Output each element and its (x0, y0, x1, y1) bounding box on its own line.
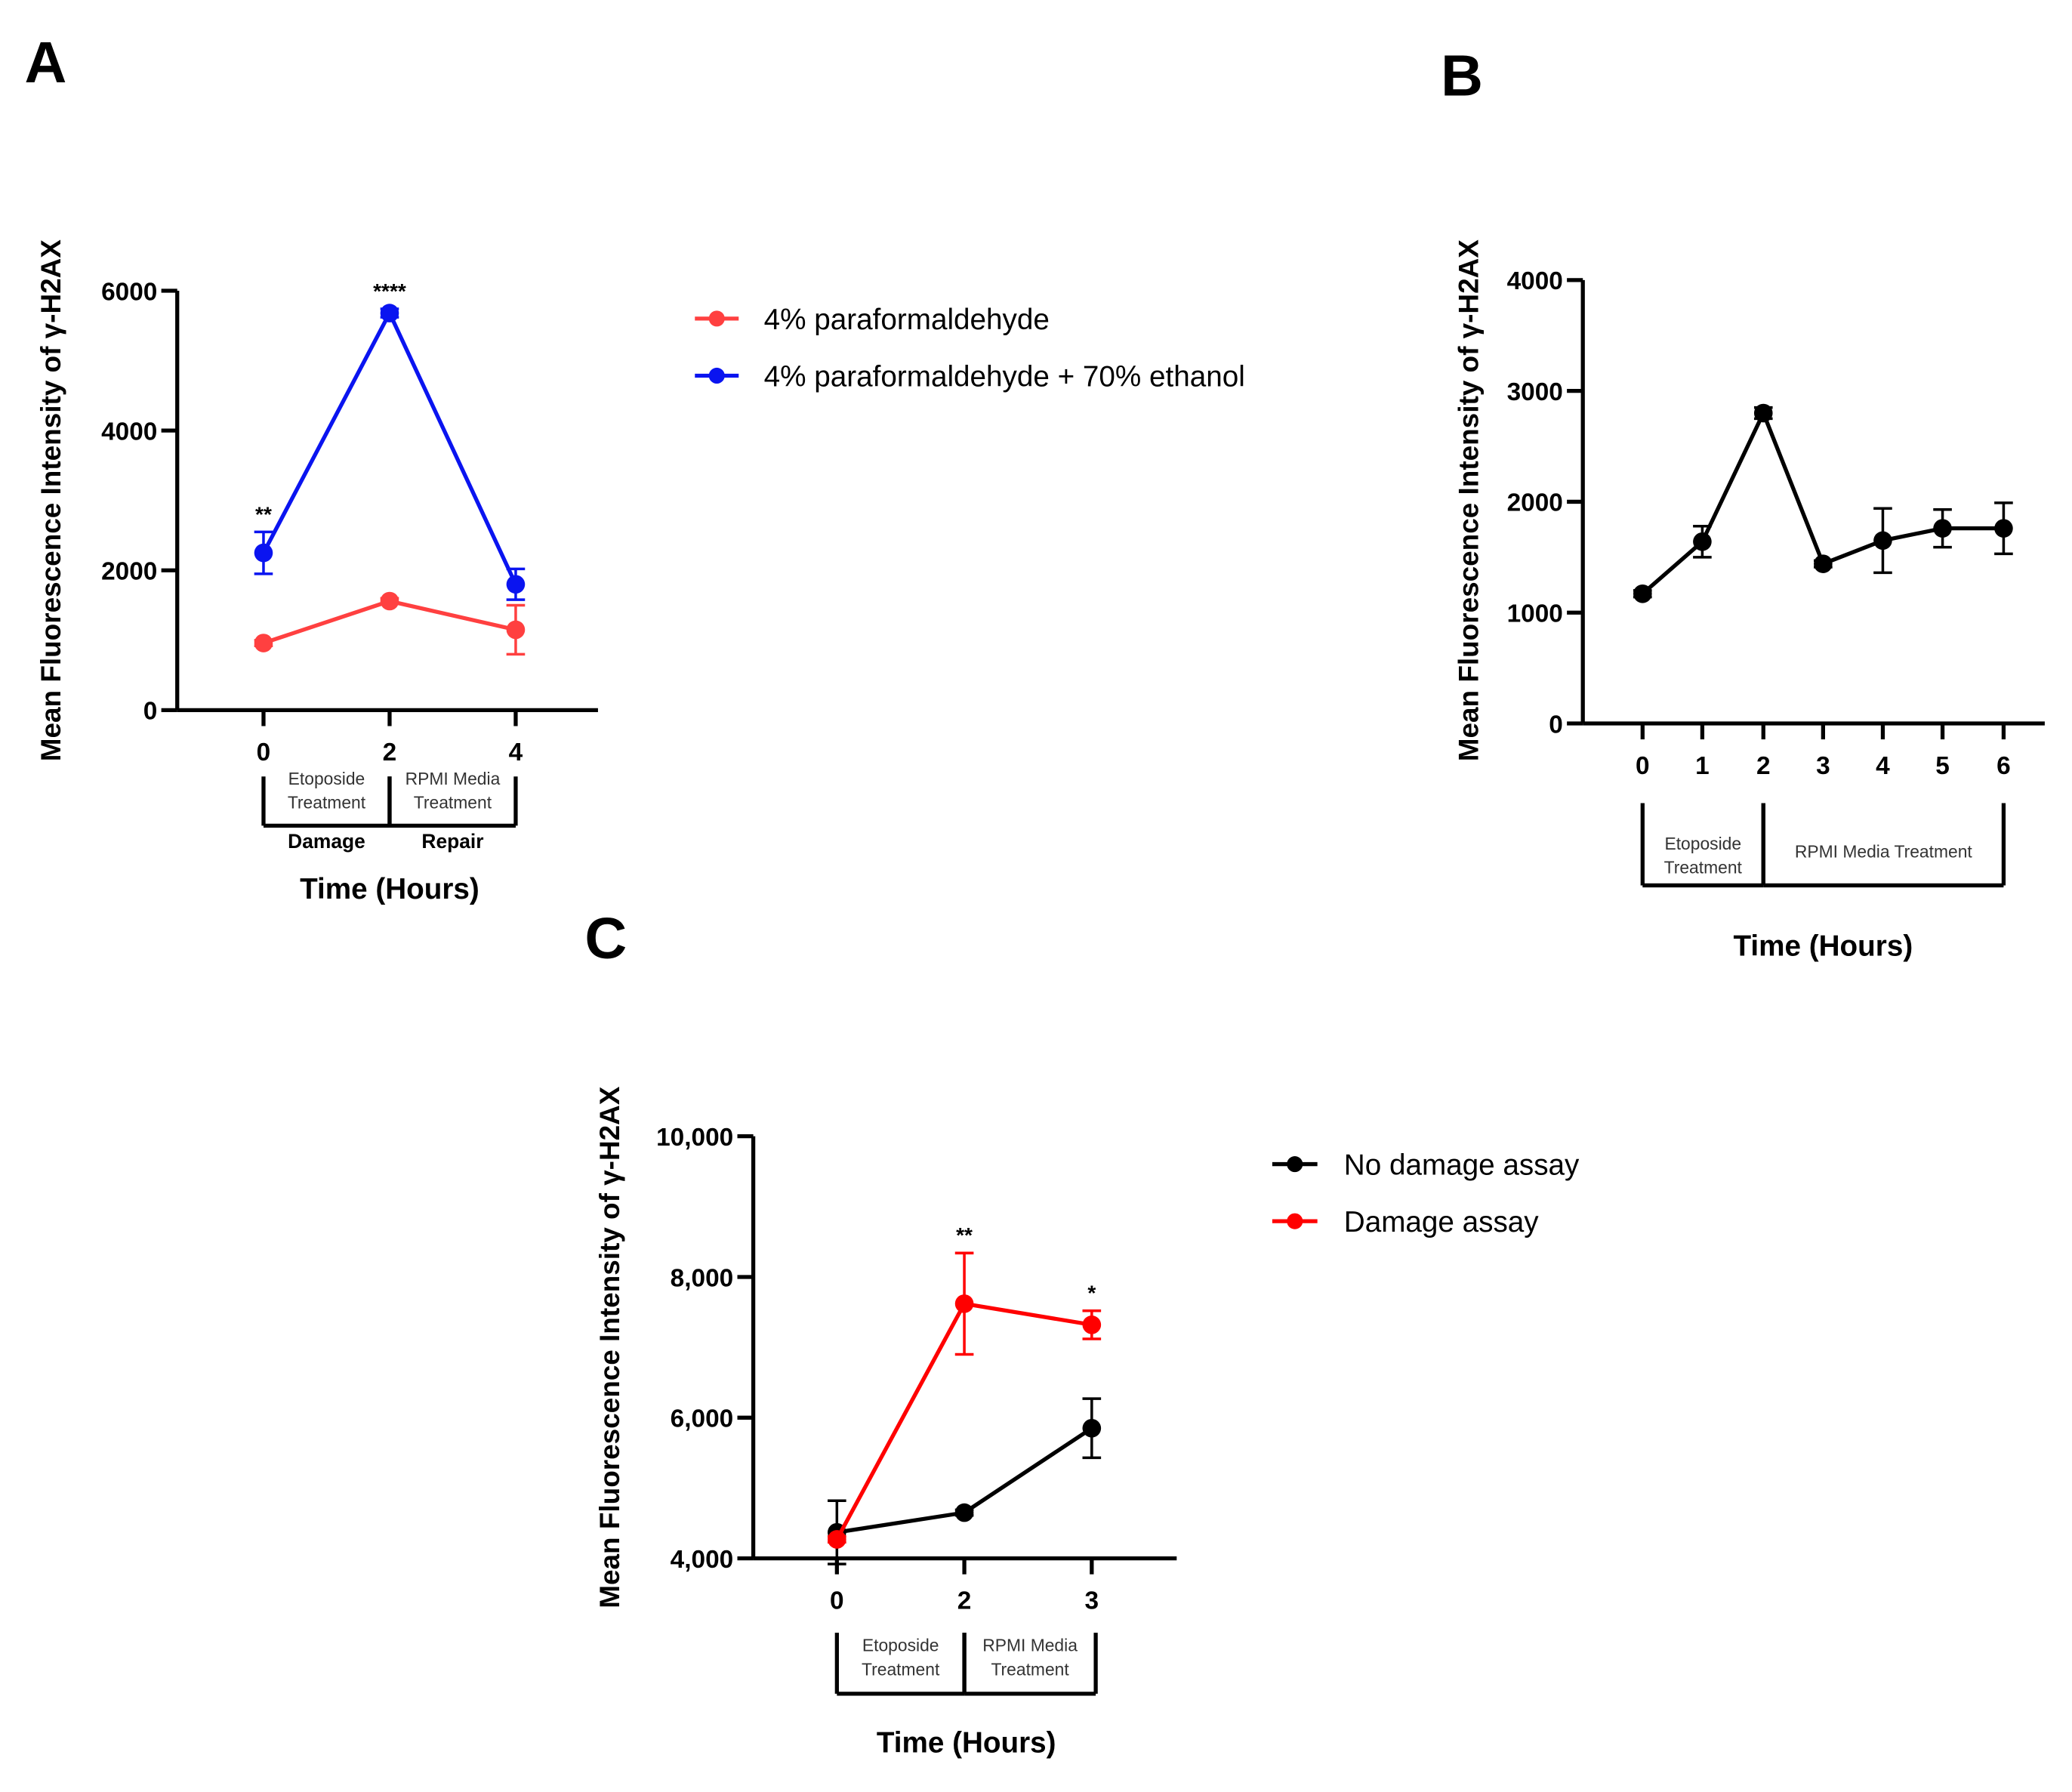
series-line (261, 308, 518, 585)
y-tick-label: 4,000 (671, 1546, 734, 1574)
legend-marker (708, 367, 725, 384)
x-tick-label: 0 (830, 1587, 844, 1615)
data-point (1753, 403, 1773, 423)
data-point (254, 634, 273, 652)
bracket-label: Etoposide Treatment (1664, 834, 1743, 877)
x-tick-label: 2 (957, 1587, 972, 1615)
series-1 (828, 1251, 1102, 1549)
x-tick-label: 5 (1935, 752, 1950, 780)
legend-label: No damage assay (1344, 1149, 1580, 1182)
panel-c: C 4,000 6,000 8,000 10,000 0 2 3 Mean Fluorescen… (584, 906, 1580, 1759)
y-tick-label: 0 (1549, 711, 1563, 739)
x-tick-label: 2 (1756, 752, 1771, 780)
legend-marker (1287, 1213, 1303, 1229)
x-tick-label: 3 (1085, 1587, 1099, 1615)
y-tick-label: 8,000 (671, 1264, 734, 1292)
bracket-label: RPMI Media Treatment (982, 1636, 1078, 1679)
y-axis-label: Mean Fluorescence Intensity of γ-H2AX (1453, 239, 1484, 762)
data-point (254, 543, 273, 563)
x-tick-label: 4 (1876, 752, 1890, 780)
legend-label: 4% paraformaldehyde + 70% ethanol (764, 361, 1245, 393)
bracket-label: Etoposide Treatment (288, 769, 366, 813)
x-tick-label: 0 (257, 739, 271, 766)
bracket-label: Etoposide Treatment (862, 1636, 940, 1679)
data-point (506, 575, 526, 594)
data-point (1693, 532, 1712, 551)
legend-label: 4% paraformaldehyde (764, 304, 1050, 336)
data-point (380, 591, 399, 611)
legend-marker (708, 310, 725, 327)
data-point (1633, 584, 1652, 603)
data-point (828, 1530, 846, 1549)
x-tick-label: 4 (509, 739, 523, 766)
x-axis-label: Time (Hours) (877, 1726, 1056, 1759)
x-tick-label: 2 (383, 739, 397, 766)
data-point (506, 620, 526, 640)
bracket-sublabel: Damage (288, 830, 365, 853)
significance-marker: ** (255, 502, 272, 526)
bracket-label: RPMI Media Treatment (405, 769, 501, 813)
series-1 (254, 304, 526, 601)
data-point (1082, 1418, 1102, 1438)
data-point (380, 304, 399, 322)
y-tick-label: 4000 (1507, 267, 1563, 295)
x-tick-label: 6 (1996, 752, 2011, 780)
x-tick-label: 1 (1695, 752, 1710, 780)
data-point (1082, 1315, 1102, 1334)
x-axis-label: Time (Hours) (300, 873, 479, 905)
bracket-sublabel: Repair (421, 830, 483, 853)
panel-a: A 0 2000 4000 6000 0 2 4 Mean Fluorescence Inten… (25, 30, 1245, 905)
y-tick-label: 6,000 (671, 1405, 734, 1433)
series-0 (1633, 403, 2013, 603)
legend-marker (1287, 1156, 1303, 1173)
data-point (954, 1294, 974, 1313)
significance-marker: * (1087, 1282, 1096, 1305)
legend-label: Damage assay (1344, 1206, 1540, 1238)
x-axis-label: Time (Hours) (1734, 930, 1913, 963)
y-tick-label: 2000 (1507, 489, 1563, 517)
x-tick-label: 3 (1816, 752, 1830, 780)
panel-label: B (1441, 44, 1483, 109)
data-point (1994, 519, 2013, 538)
y-axis-label: Mean Fluorescence Intensity of γ-H2AX (35, 239, 66, 762)
significance-marker: ** (956, 1223, 973, 1247)
y-tick-label: 0 (143, 698, 158, 726)
y-tick-label: 10,000 (656, 1124, 733, 1152)
y-axis-label: Mean Fluorescence Intensity of γ-H2AX (594, 1086, 625, 1608)
y-tick-label: 3000 (1507, 378, 1563, 406)
data-point (954, 1503, 974, 1522)
y-tick-label: 6000 (101, 278, 157, 306)
y-tick-label: 4000 (101, 418, 157, 446)
panel-label: C (584, 906, 627, 971)
data-point (1814, 554, 1833, 573)
y-tick-label: 1000 (1507, 600, 1563, 628)
data-point (1933, 519, 1952, 538)
y-tick-label: 2000 (101, 558, 157, 586)
x-tick-label: 0 (1636, 752, 1650, 780)
significance-marker: **** (373, 279, 406, 303)
series-0 (254, 591, 526, 656)
data-point (1873, 531, 1892, 551)
panel-label: A (25, 30, 67, 95)
panel-b: B 0 1000 2000 3000 4000 0 1 2 3 4 5 6 Mean Fluorescen… (1441, 44, 2045, 963)
bracket-label: RPMI Media Treatment (1795, 842, 1973, 862)
